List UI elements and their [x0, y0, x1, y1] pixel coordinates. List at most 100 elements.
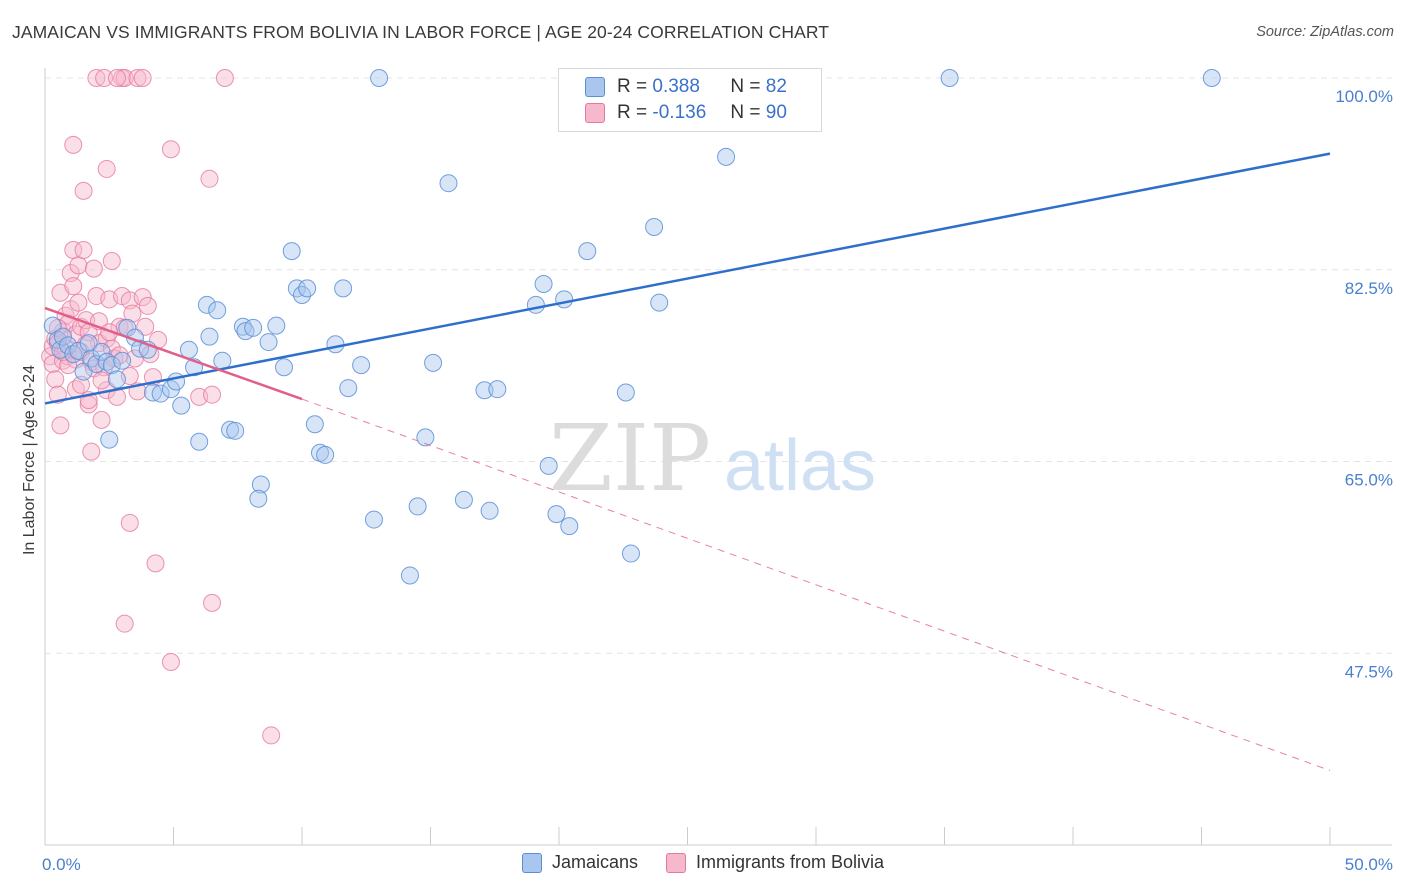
jamaican-point	[226, 421, 245, 440]
watermark-atlas: atlas	[724, 426, 876, 506]
jamaican-point	[249, 489, 268, 508]
jamaican-point	[251, 475, 270, 494]
bolivia-point	[120, 513, 139, 532]
legend-n-value: 82	[765, 76, 787, 97]
legend-label-bolivia: Immigrants from Bolivia	[696, 852, 885, 872]
jamaican-point	[190, 432, 209, 451]
jamaican-point	[197, 295, 216, 314]
bolivia-point	[84, 259, 103, 278]
bolivia-point	[69, 256, 88, 275]
legend-row-jamaicans: R = 0.388 N = 82	[585, 75, 787, 99]
bolivia-point	[100, 323, 119, 342]
bolivia-point	[200, 169, 219, 188]
legend-r-label: R =	[617, 76, 648, 97]
bolivia-trend-line-dashed	[301, 398, 1331, 771]
axes	[44, 68, 1392, 846]
bolivia-point	[161, 140, 180, 159]
trend-lines	[44, 152, 1331, 771]
bolivia-trend-line	[44, 306, 303, 401]
y-tick-label-2: 82.5%	[1345, 279, 1393, 298]
y-tick-label-1: 65.0%	[1345, 471, 1393, 490]
jamaican-point	[100, 430, 119, 449]
jamaican-point	[1202, 69, 1221, 87]
jamaican-point	[488, 380, 507, 399]
jamaican-point	[143, 383, 162, 402]
jamaican-point	[621, 544, 640, 563]
jamaican-point	[43, 316, 62, 335]
jamaican-points	[43, 69, 1221, 585]
jamaican-point	[416, 428, 435, 447]
jamaican-point	[547, 505, 566, 524]
jamaican-point	[650, 293, 669, 312]
chart-title: JAMAICAN VS IMMIGRANTS FROM BOLIVIA IN L…	[12, 22, 830, 42]
stats-legend: R = 0.388 N = 82 R = -0.136 N = 90	[558, 68, 822, 132]
jamaican-point	[326, 335, 345, 354]
bolivia-point	[92, 410, 111, 429]
jamaican-point	[616, 383, 635, 402]
jamaican-point	[107, 370, 126, 389]
jamaican-point	[259, 333, 278, 352]
jamaican-point	[275, 358, 294, 377]
source-label: Source: ZipAtlas.com	[1256, 24, 1394, 40]
jamaican-point	[305, 415, 324, 434]
jamaican-point	[53, 327, 72, 346]
y-tick-labels: 47.5% 65.0% 82.5% 100.0%	[1335, 87, 1393, 681]
grid-lines	[45, 77, 1392, 654]
jamaican-point	[102, 356, 121, 375]
watermark-zip: ZIP	[549, 405, 711, 512]
bolivia-point	[115, 69, 134, 87]
bolivia-point	[203, 385, 222, 404]
x-tick-label-0: 0.0%	[42, 855, 81, 874]
bolivia-point	[51, 416, 70, 435]
jamaican-trend-line	[44, 152, 1331, 405]
jamaican-point	[400, 566, 419, 585]
jamaican-point	[534, 274, 553, 293]
watermark: ZIP atlas	[549, 405, 876, 512]
jamaican-point	[717, 147, 736, 166]
bolivia-point	[74, 241, 93, 260]
bolivia-point	[107, 69, 126, 87]
series-legend: Jamaicans Immigrants from Bolivia	[0, 852, 1406, 873]
legend-r-value: -0.136	[652, 102, 707, 123]
jamaican-point	[370, 69, 389, 87]
bolivia-point	[115, 614, 134, 633]
jamaican-point	[480, 501, 499, 520]
bolivia-point	[61, 264, 80, 283]
bolivia-point	[133, 288, 152, 307]
bolivia-point	[123, 304, 142, 323]
jamaican-point	[645, 218, 664, 237]
legend-r-label: R =	[617, 102, 648, 123]
y-tick-label-0: 47.5%	[1345, 662, 1393, 681]
legend-swatch-blue	[585, 77, 605, 97]
bolivia-point	[64, 135, 83, 154]
jamaican-point	[298, 279, 317, 298]
jamaican-point	[526, 295, 545, 314]
bolivia-point	[97, 159, 116, 178]
jamaican-point	[408, 497, 427, 516]
jamaican-point	[82, 349, 101, 368]
legend-label-jamaicans: Jamaicans	[551, 852, 638, 872]
legend-swatch-pink	[666, 852, 686, 873]
legend-n-value: 90	[765, 102, 787, 123]
bolivia-point	[74, 181, 93, 200]
jamaican-point	[560, 517, 579, 536]
jamaican-point	[79, 334, 98, 353]
bolivia-point	[87, 69, 106, 87]
legend-swatch-pink	[585, 103, 605, 123]
bolivia-point	[46, 370, 65, 389]
jamaican-point	[59, 336, 78, 355]
jamaican-point	[267, 316, 286, 335]
bolivia-point	[203, 593, 222, 612]
bolivia-point	[146, 554, 165, 573]
bolivia-point	[69, 293, 88, 312]
jamaican-point	[424, 353, 443, 372]
legend-n-label: N =	[730, 76, 761, 97]
legend-n-label: N =	[730, 102, 761, 123]
jamaican-point	[64, 345, 83, 364]
bolivia-point	[128, 69, 147, 87]
jamaican-point	[92, 342, 111, 361]
bolivia-point	[82, 442, 101, 461]
jamaican-point	[339, 379, 358, 398]
legend-item-jamaicans: Jamaicans	[521, 852, 638, 873]
